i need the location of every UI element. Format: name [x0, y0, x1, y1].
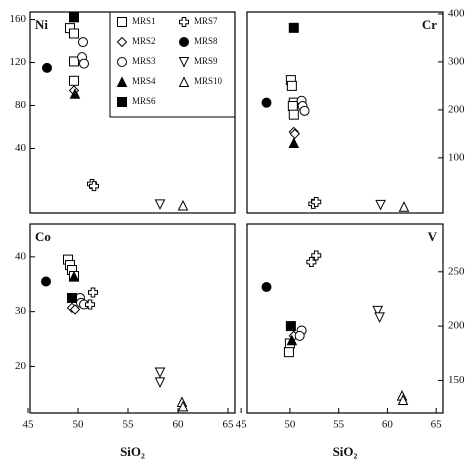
data-point [283, 347, 294, 358]
data-point [154, 199, 166, 211]
data-point [78, 37, 88, 48]
data-point [85, 299, 95, 310]
panel-label: Co [35, 229, 51, 244]
x-tick-label: 50 [73, 419, 85, 431]
legend-marker [178, 57, 190, 68]
data-point [311, 250, 322, 261]
data-point [288, 22, 299, 33]
data-point [42, 62, 52, 73]
legend-label: MRS10 [194, 76, 223, 86]
data-point [285, 321, 296, 332]
x-axis-label: SiO₂ [333, 444, 358, 459]
data-point [286, 334, 298, 346]
legend-frame [109, 11, 236, 118]
x-tick-label: 65 [223, 419, 235, 431]
y-tick-label: 20 [15, 360, 27, 372]
y-tick-label: 40 [15, 142, 27, 154]
x-tick-label: 45 [236, 419, 248, 431]
data-point [375, 199, 386, 211]
y-tick-label: 100 [448, 151, 465, 163]
legend-marker [179, 37, 189, 47]
legend-marker [117, 57, 127, 67]
data-point [154, 377, 166, 388]
x-tick-label: 55 [123, 419, 135, 431]
data-point [289, 128, 300, 140]
data-point [69, 56, 79, 67]
panel-frame [246, 11, 444, 214]
data-point [397, 394, 409, 405]
y-tick-label: 400 [448, 7, 465, 19]
data-point [41, 276, 51, 287]
legend-label: MRS9 [194, 56, 218, 66]
panel-label: V [428, 229, 438, 244]
data-point [299, 105, 310, 116]
x-tick-label: 60 [173, 419, 185, 431]
legend-label: MRS4 [132, 76, 156, 86]
legend-marker [178, 76, 190, 87]
data-point [79, 58, 89, 69]
data-point [398, 201, 410, 212]
y-tick-label: 120 [10, 56, 27, 68]
legend-marker [179, 17, 189, 27]
legend-marker [117, 97, 127, 107]
legend-label: MRS1 [132, 16, 156, 26]
legend-label: MRS8 [194, 36, 218, 46]
data-point [287, 101, 298, 112]
x-tick-label: 45 [23, 419, 35, 431]
y-tick-label: 40 [15, 250, 27, 262]
panel-frame [246, 223, 444, 414]
data-point [311, 196, 322, 207]
data-point [69, 304, 81, 315]
data-point [154, 367, 166, 379]
data-point [288, 109, 299, 120]
legend-label: MRS6 [132, 96, 156, 106]
data-point [69, 28, 79, 39]
data-point [261, 97, 272, 108]
x-tick-label: 65 [431, 419, 443, 431]
panel-label: Cr [422, 17, 437, 32]
legend-label: MRS2 [132, 36, 156, 46]
data-point [374, 312, 385, 324]
data-point [89, 181, 99, 192]
x-tick-label: 55 [333, 419, 345, 431]
x-tick-label: 50 [284, 419, 296, 431]
y-tick-label: 200 [448, 103, 465, 115]
y-tick-label: 30 [15, 305, 27, 317]
legend-marker [116, 76, 128, 87]
legend-marker [116, 36, 128, 48]
data-point [67, 292, 77, 303]
y-tick-label: 300 [448, 55, 465, 67]
y-tick-label: 80 [15, 99, 27, 111]
data-point [286, 80, 297, 91]
data-point [372, 305, 383, 317]
data-point [88, 287, 98, 298]
data-point [294, 330, 305, 341]
x-tick-label: 60 [382, 419, 394, 431]
data-point [177, 400, 189, 412]
x-axis-label: SiO₂ [120, 444, 145, 459]
legend-label: MRS3 [132, 56, 156, 66]
data-point [288, 137, 300, 148]
data-point [69, 88, 81, 99]
legend-label: MRS7 [194, 16, 218, 26]
data-point [68, 270, 80, 282]
panel-label: Ni [35, 17, 48, 32]
data-point [261, 282, 272, 292]
data-point [306, 257, 317, 268]
legend-marker [117, 17, 127, 27]
y-tick-label: 200 [448, 320, 465, 332]
data-point [177, 199, 189, 211]
y-tick-label: 160 [10, 13, 27, 25]
data-point [69, 75, 79, 86]
y-tick-label: 250 [448, 265, 465, 277]
data-point [69, 12, 79, 23]
y-tick-label: 150 [448, 374, 465, 386]
panel-frame [29, 223, 236, 414]
